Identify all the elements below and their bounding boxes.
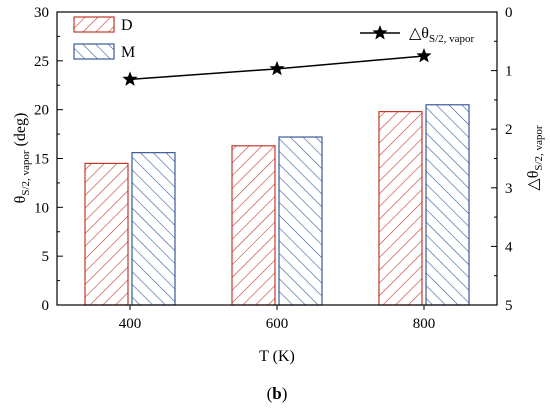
x-axis-ticks: 400 600 800 [119,305,436,332]
legend-swatch-d [73,16,115,33]
x-tick-label: 400 [119,316,142,332]
right-tick-label: 2 [505,122,513,138]
bar-d-800 [378,111,423,306]
bar-m-800 [425,104,470,306]
y-axis-title-sub: S/2, vapor [20,150,32,196]
left-tick-label: 20 [34,103,49,119]
y-axis-title: θS/2, vapor (deg) [12,113,32,204]
left-tick-label: 5 [42,249,50,265]
delta-theta-marker-400 [122,71,138,86]
y2-axis-title-sub: S/2, vapor [533,125,545,171]
legend-label-delta: △θS/2, vapor [409,25,475,45]
left-tick-label: 15 [34,152,49,168]
right-tick-label: 0 [505,5,513,21]
legend-label-delta-main: △θ [409,25,429,42]
right-axis-ticks: 0 1 2 3 4 5 [491,5,513,314]
legend-star-marker [372,25,388,40]
right-tick-label: 5 [505,298,513,314]
caption-letter: b [272,384,281,403]
bars-layer [84,104,470,306]
bar-d-600 [231,145,276,306]
legend-label-m: M [121,44,135,61]
caption-open: ( [267,384,273,403]
delta-theta-marker-800 [416,47,432,63]
right-tick-label: 3 [505,181,513,197]
legend-swatch-m [73,43,115,60]
left-tick-label: 10 [34,200,49,216]
legend-line: △θS/2, vapor [360,25,475,45]
left-axis-ticks: 0 5 10 15 20 25 30 [34,5,63,314]
line-layer [122,47,432,86]
right-tick-label: 4 [505,239,513,255]
legend-label-d: D [121,17,133,34]
right-tick-label: 1 [505,64,513,80]
x-tick-label: 600 [266,316,289,332]
figure-caption: (b) [267,384,288,403]
left-tick-label: 25 [34,54,49,70]
left-tick-label: 30 [34,5,49,21]
y-axis-title-unit: (deg) [12,113,29,151]
bar-m-600 [278,136,323,306]
x-tick-label: 800 [413,316,436,332]
y2-axis-title: △θS/2, vapor [525,125,545,191]
bar-m-400 [131,152,176,306]
legend-label-delta-sub: S/2, vapor [429,33,475,45]
delta-theta-marker-600 [269,60,285,76]
left-tick-label: 0 [42,298,50,314]
caption-close: ) [282,384,288,403]
y-axis-title-main: θ [12,196,29,204]
x-axis-title: T (K) [259,348,295,365]
y2-axis-title-main: △θ [525,171,542,191]
legend-bars: D M [73,16,135,61]
bar-d-400 [84,162,129,306]
